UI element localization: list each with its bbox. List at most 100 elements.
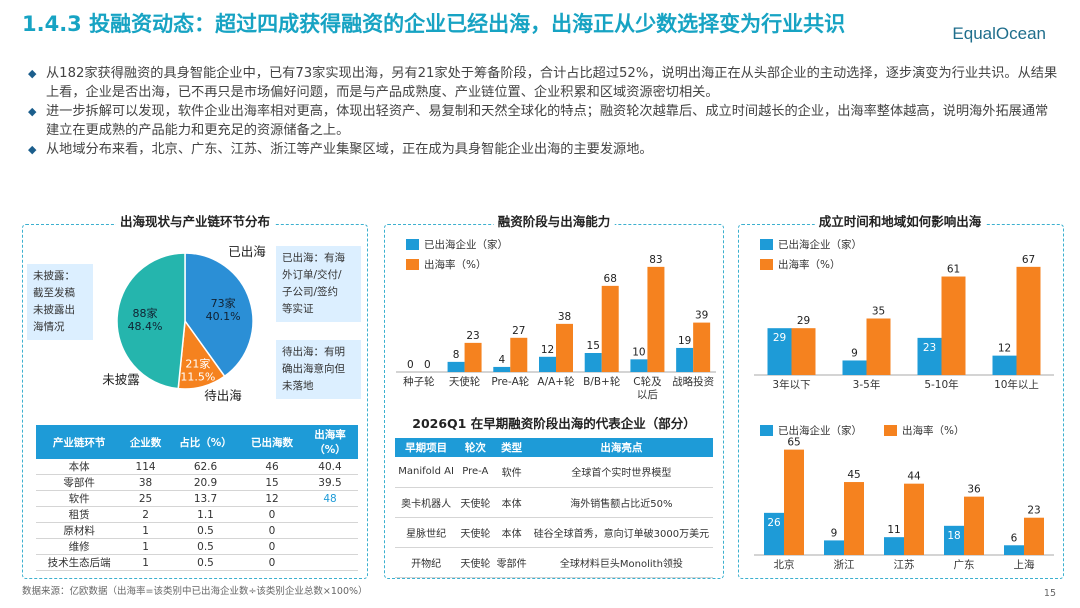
table-cell: 13.7 [168, 490, 243, 507]
table-cell: 2 [122, 506, 169, 523]
table-cell: 全球首个实时世界模型 [529, 457, 713, 488]
tick-label: 战略投资 [672, 375, 714, 388]
table-cell: 租赁 [36, 506, 123, 523]
table-row: 本体 114 62.6 46 40.4 [36, 459, 358, 475]
note-line: 未披露出 [33, 304, 75, 316]
note-undisclosed: 未披露： 截至发稿 未披露出 海情况 [27, 264, 93, 340]
region-chart: 已出海企业（家） 出海率（%） 26 65 北京 9 45 浙江 11 44 江苏 18 36 广东 6 23… [754, 424, 1054, 571]
pie-pct-label: 40.1% [206, 310, 241, 323]
bar [584, 353, 602, 372]
table-title-mid: 2026Q1 在早期融资阶段出海的代表企业（部分） [412, 416, 696, 431]
table-cell: Pre-A [457, 457, 494, 488]
note-line: 外订单/交付/ [282, 269, 342, 281]
data-label: 29 [773, 332, 786, 344]
table-cell: 1.1 [168, 506, 243, 523]
table-cell: 62.6 [168, 459, 243, 475]
table-row: 开物纪 天使轮 零部件 全球材料巨头Monolith领投 [395, 547, 713, 578]
table-cell: 38 [122, 474, 169, 491]
table-cell: 天使轮 [457, 487, 494, 518]
legend-label: 出海率（%） [778, 258, 840, 271]
bullet-item: 从182家获得融资的具身智能企业中，已有73家实现出海，另有21家处于筹备阶段，… [28, 64, 1058, 102]
table-cell: 软件 [36, 490, 123, 507]
table-cell [302, 506, 358, 523]
table-cell: 0.5 [168, 554, 243, 571]
data-label: 27 [512, 325, 525, 337]
table-header: 类型 [493, 438, 530, 457]
bar [844, 482, 864, 555]
data-label: 19 [678, 335, 691, 347]
industry-chain-table: 产业链环节 企业数 占比（%） 已出海数 出海率（%） 本体 114 62.6 46 4… [36, 425, 358, 571]
page-title: 1.4.3 投融资动态：超过四成获得融资的企业已经出海，出海正从少数选择变为行业… [22, 12, 846, 36]
note-line: 未披露： [33, 270, 75, 282]
data-label: 0 [424, 359, 431, 371]
table-cell: 星脉世纪 [395, 517, 458, 548]
bar [647, 266, 665, 372]
table-cell: 20.9 [168, 474, 243, 491]
data-label: 36 [967, 484, 981, 496]
data-label: 9 [831, 527, 838, 539]
bar [764, 512, 784, 555]
tick-label: Pre-A轮 [491, 375, 529, 388]
bar [884, 537, 904, 555]
data-label: 26 [767, 517, 781, 529]
table-cell: 0 [242, 506, 302, 523]
data-label: 29 [797, 315, 810, 327]
bar [824, 540, 844, 555]
note-line: 已出海：有海 [282, 252, 345, 264]
bar [464, 342, 482, 372]
panel-title-mid: 融资阶段与出海能力 [493, 211, 615, 230]
table-cell: 1 [122, 538, 169, 555]
data-label: 9 [851, 347, 858, 359]
bar [904, 483, 924, 555]
legend-label: 已出海企业（家） [778, 238, 862, 251]
bar [539, 356, 556, 372]
data-label: 8 [453, 349, 460, 361]
tick-label: 浙江 [834, 559, 855, 571]
tick-label: 3-5年 [853, 378, 881, 391]
note-line: 海情况 [33, 321, 65, 333]
note-pending: 待出海：有明 确出海意向但 未落地 [276, 340, 361, 399]
bullet-list: 从182家获得融资的具身智能企业中，已有73家实现出海，另有21家处于筹备阶段，… [28, 64, 1058, 159]
tick-label: 5-10年 [924, 378, 958, 391]
bar [693, 322, 711, 372]
legend-swatch [760, 239, 773, 250]
table-row: 技术生态后端 1 0.5 0 [36, 554, 358, 571]
table-cell: 114 [122, 459, 169, 475]
page-number: 15 [1043, 588, 1056, 599]
note-line: 未落地 [282, 380, 314, 392]
legend-swatch [406, 239, 419, 250]
data-label: 18 [947, 530, 960, 542]
bullet-item: 进一步拆解可以发现，软件企业出海率相对更高，体现出轻资产、易复制和天然全球化的特… [28, 102, 1058, 140]
table-cell: 开物纪 [395, 547, 458, 578]
table-cell: 39.5 [302, 474, 358, 491]
tick-label: 10年以上 [994, 378, 1039, 391]
tick-label: B/B+轮 [583, 375, 621, 388]
data-label: 61 [947, 264, 960, 276]
table-cell: 海外销售额占比近50% [529, 487, 713, 518]
table-row: 星脉世纪 天使轮 本体 硅谷全球首秀，意向订单破3000万美元 [395, 517, 713, 548]
table-header: 轮次 [457, 438, 494, 457]
legend-label: 已出海企业（家） [424, 238, 508, 251]
bar [842, 360, 867, 375]
tick-label: 北京 [774, 558, 795, 571]
table-cell: 本体 [493, 517, 530, 548]
data-label: 23 [466, 330, 479, 342]
table-header: 已出海数 [242, 425, 302, 459]
table-header-row: 早期项目 轮次 类型 出海亮点 [395, 438, 713, 457]
table-header: 出海亮点 [529, 438, 713, 457]
legend-swatch [406, 259, 419, 270]
bar [601, 285, 619, 372]
data-label: 15 [587, 340, 600, 352]
bar [791, 328, 816, 375]
table-header: 出海率（%） [302, 425, 358, 459]
pie-pct-label: 48.4% [128, 320, 163, 333]
data-label: 10 [632, 346, 645, 358]
legend-label: 出海率（%） [902, 424, 964, 437]
table-cell: 软件 [493, 457, 530, 488]
table-cell: 技术生态后端 [36, 554, 123, 571]
bar [630, 359, 648, 372]
bar [1024, 517, 1044, 555]
table-cell: 天使轮 [457, 517, 494, 548]
data-label: 23 [923, 342, 936, 354]
data-label: 11 [887, 524, 900, 536]
